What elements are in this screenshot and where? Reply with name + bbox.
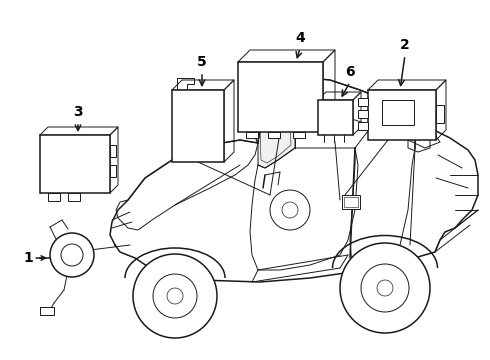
Polygon shape (350, 102, 415, 265)
Circle shape (340, 243, 430, 333)
Bar (110, 165, 116, 177)
Bar (342, 195, 360, 209)
Text: 1: 1 (23, 251, 33, 265)
Polygon shape (258, 77, 440, 148)
Text: 5: 5 (197, 55, 207, 69)
Bar (268, 132, 280, 138)
Bar (40, 307, 54, 315)
Bar (368, 90, 436, 140)
Circle shape (377, 280, 393, 296)
Bar (246, 132, 258, 138)
Circle shape (282, 202, 298, 218)
Bar (172, 90, 224, 162)
Bar (238, 62, 323, 132)
Bar (382, 100, 414, 125)
Bar (436, 105, 444, 123)
Bar (358, 122, 368, 130)
Circle shape (153, 274, 197, 318)
Bar (358, 110, 368, 118)
Text: 6: 6 (345, 65, 355, 79)
Bar (318, 100, 353, 135)
Bar (293, 132, 305, 138)
Bar (110, 145, 116, 157)
Circle shape (167, 288, 183, 304)
Circle shape (361, 264, 409, 312)
Text: 2: 2 (400, 38, 410, 52)
Text: 4: 4 (295, 31, 305, 45)
Bar (40, 135, 110, 193)
Bar (68, 193, 80, 201)
Polygon shape (110, 77, 478, 282)
Circle shape (50, 233, 94, 277)
Bar (48, 193, 60, 201)
Bar (344, 197, 358, 207)
Circle shape (133, 254, 217, 338)
Text: 3: 3 (73, 105, 83, 119)
Polygon shape (250, 148, 358, 270)
Bar (358, 98, 368, 106)
Polygon shape (116, 140, 258, 230)
Circle shape (270, 190, 310, 230)
Polygon shape (258, 115, 295, 168)
Circle shape (61, 244, 83, 266)
